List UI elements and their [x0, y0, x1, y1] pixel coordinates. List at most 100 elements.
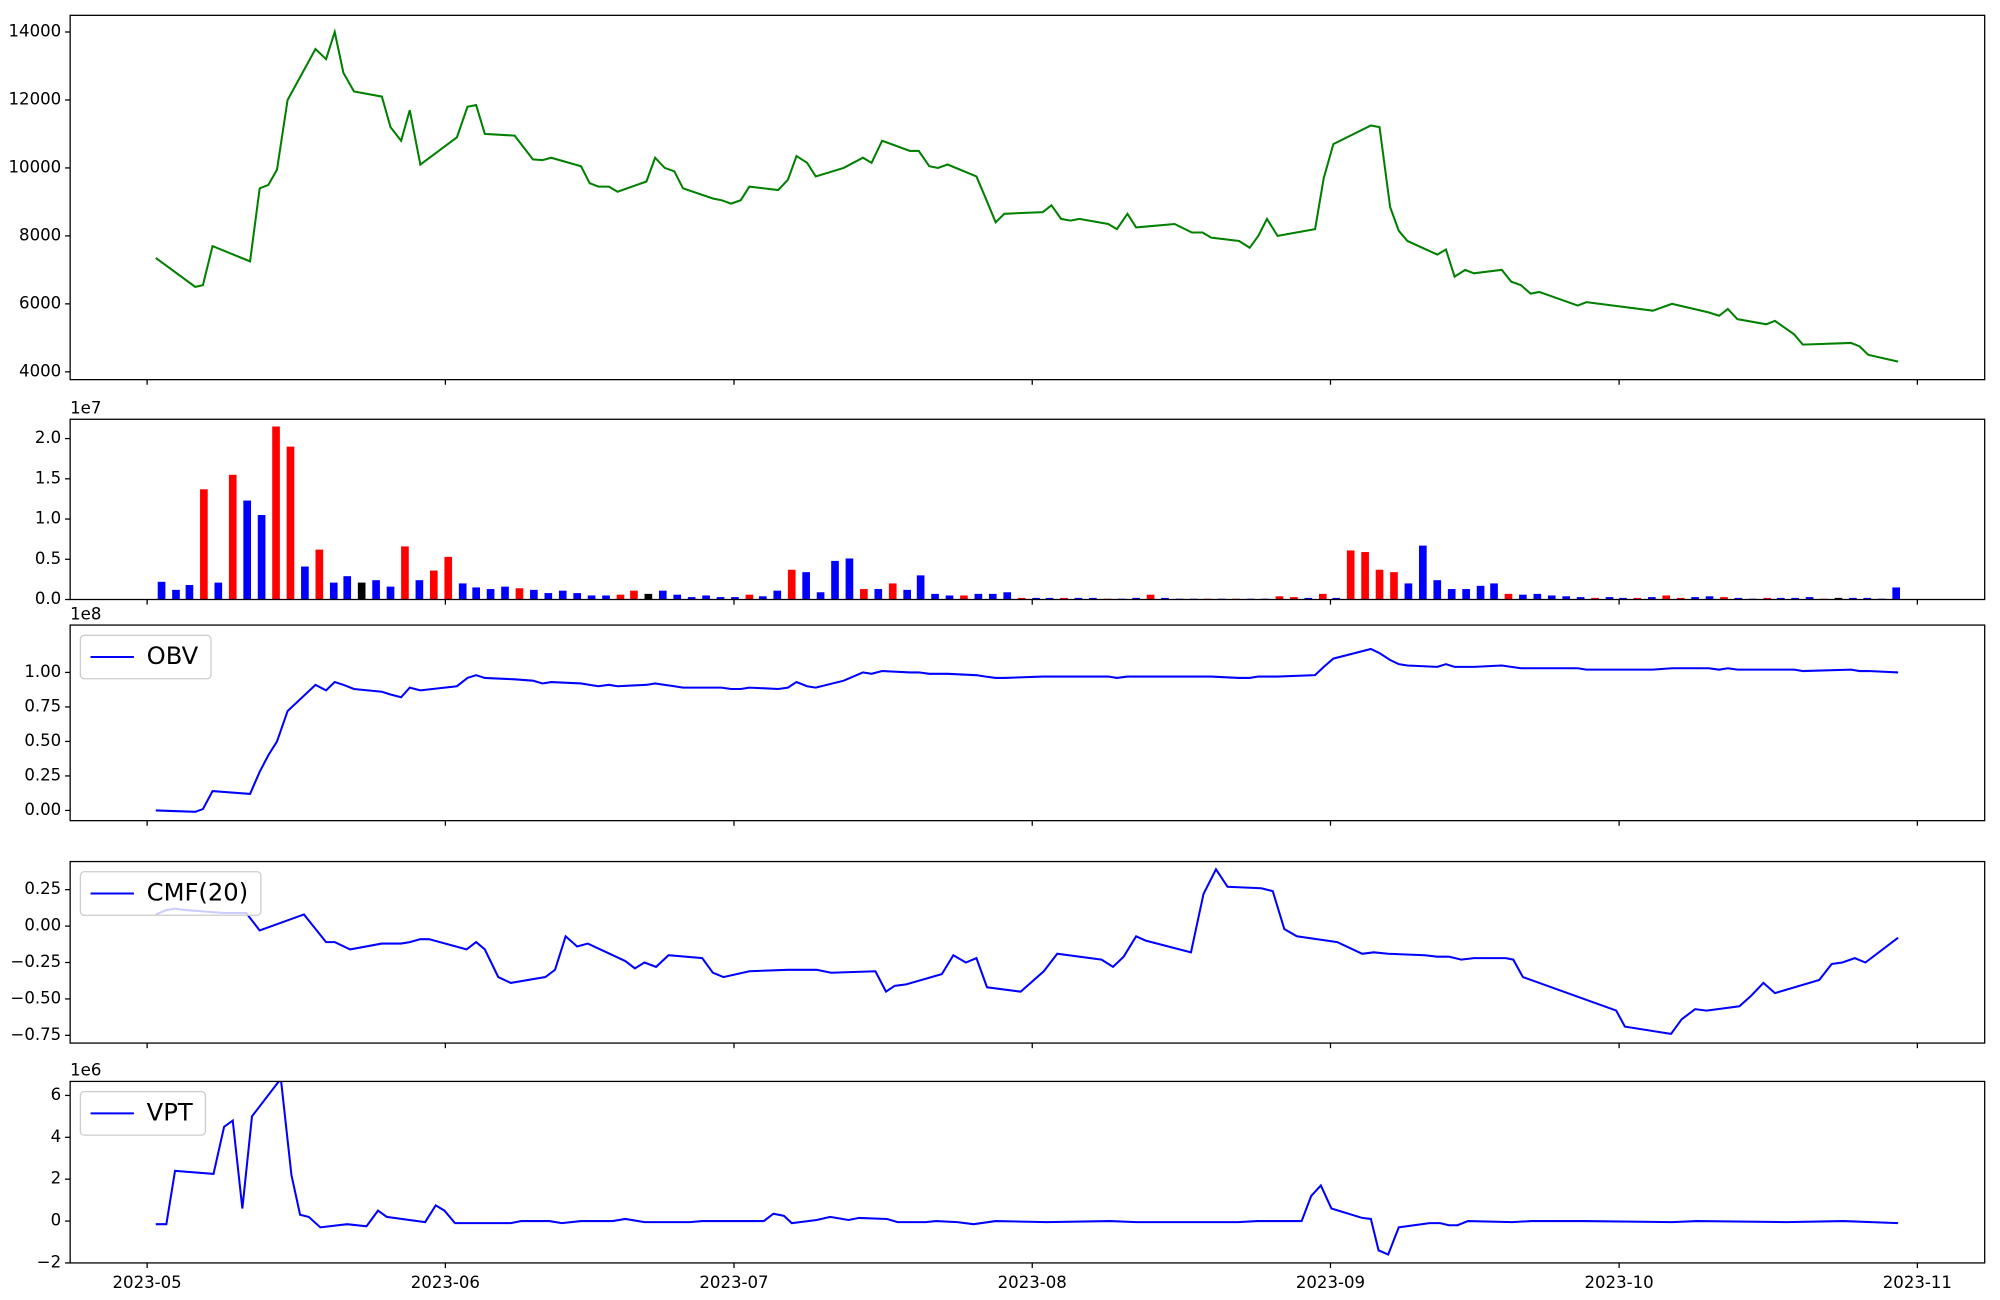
bar	[185, 585, 194, 600]
axes-frame	[69, 860, 1986, 1044]
bar	[357, 582, 366, 600]
bar	[1791, 597, 1799, 600]
bar	[1605, 597, 1614, 600]
bar	[386, 586, 395, 600]
bar	[988, 593, 997, 600]
bar	[1504, 593, 1513, 600]
y-tick-label: 2.0	[35, 428, 61, 447]
axes-frame	[69, 624, 1986, 822]
bar	[200, 489, 208, 600]
bar	[1633, 597, 1642, 600]
line	[155, 28, 1899, 363]
y-tick-label: 0.25	[24, 879, 61, 898]
bar	[716, 597, 725, 600]
line	[155, 1081, 1899, 1256]
line	[155, 647, 1899, 813]
bar	[1892, 587, 1901, 600]
bar	[1647, 597, 1656, 600]
bar	[759, 596, 767, 600]
y-tick-label: 0.50	[24, 731, 61, 750]
bar	[1533, 593, 1542, 600]
bar	[644, 593, 653, 600]
y-tick-label: 0.0	[35, 589, 61, 608]
bar	[731, 597, 739, 600]
bar	[816, 592, 825, 600]
y-tick-label: 0.00	[24, 916, 61, 935]
bar	[1304, 597, 1313, 600]
bar	[874, 589, 883, 600]
bar	[458, 583, 467, 600]
y-tick-label: 1.00	[24, 662, 61, 681]
legend-box	[79, 634, 212, 680]
y-tick-label: 2	[51, 1169, 62, 1188]
y-tick-label: 6000	[19, 293, 61, 312]
bar	[860, 589, 868, 600]
bar	[1346, 550, 1355, 600]
bar	[301, 566, 309, 600]
bar	[1375, 569, 1384, 600]
bar	[1519, 594, 1527, 600]
y-tick-label: 0	[51, 1211, 62, 1230]
y-tick-label: 4000	[19, 361, 61, 380]
bar	[1849, 597, 1857, 600]
y-tick-label: −2	[37, 1252, 61, 1271]
offset-text: 1e8	[70, 604, 101, 623]
bar	[401, 546, 409, 600]
bar	[1562, 596, 1571, 600]
x-tick-label: 2023-05	[113, 1273, 182, 1292]
bar	[1089, 597, 1097, 600]
axes-frame	[69, 418, 1986, 601]
bar	[243, 500, 252, 600]
bar	[515, 588, 524, 600]
legend: CMF(20)	[79, 871, 262, 916]
x-tick-label: 2023-09	[1296, 1273, 1365, 1292]
bar	[845, 558, 854, 600]
bar	[687, 597, 696, 600]
bar	[1705, 596, 1714, 600]
bar	[472, 587, 480, 600]
y-tick-label: 0.75	[24, 696, 61, 715]
bar	[1863, 597, 1872, 600]
bar	[228, 474, 237, 600]
offset-text: 1e6	[70, 1061, 101, 1080]
axes-frame	[69, 1080, 1986, 1264]
bar	[658, 590, 667, 600]
bar	[1676, 597, 1685, 600]
bar	[286, 446, 295, 600]
bar	[329, 582, 338, 600]
bar	[702, 595, 710, 600]
bar	[257, 515, 266, 600]
bar	[745, 594, 754, 600]
bar	[1776, 597, 1785, 600]
bar	[931, 593, 939, 600]
bar	[1332, 597, 1341, 600]
bar	[587, 595, 596, 600]
bar	[1419, 545, 1427, 600]
bar	[573, 593, 581, 600]
bar	[802, 572, 810, 600]
legend-label: OBV	[147, 641, 199, 670]
bar	[630, 590, 638, 600]
bar	[673, 594, 682, 600]
bar	[214, 582, 223, 600]
bar	[1032, 597, 1040, 600]
bar	[1003, 592, 1012, 600]
bar	[1576, 597, 1585, 600]
bar	[530, 589, 538, 600]
y-tick-label: 1.5	[35, 468, 61, 487]
x-tick-label: 2023-11	[1883, 1273, 1952, 1292]
bar	[773, 590, 782, 600]
bar	[903, 589, 911, 600]
bar	[1290, 597, 1298, 600]
bar	[1805, 597, 1814, 600]
bar	[1433, 580, 1442, 600]
legend: OBV	[79, 634, 212, 680]
bar	[1462, 589, 1470, 600]
bar	[315, 549, 324, 600]
bar	[960, 595, 968, 600]
bar	[415, 580, 424, 600]
bar	[172, 589, 180, 600]
y-tick-label: 0.00	[24, 800, 61, 819]
bar	[1132, 597, 1140, 600]
